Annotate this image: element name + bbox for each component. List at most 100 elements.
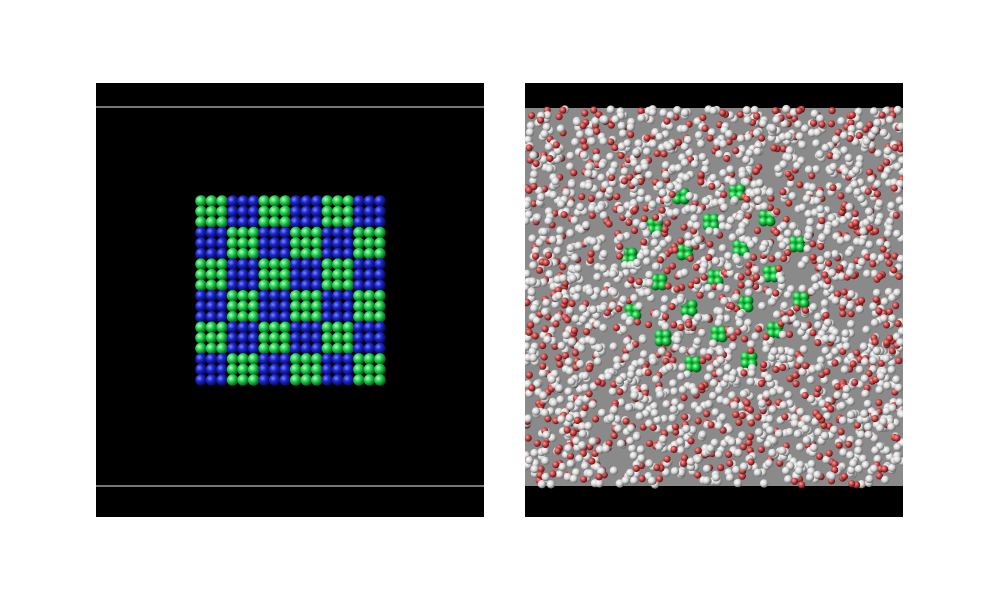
solvent-hydrogen <box>850 180 859 189</box>
solvent-hydrogen <box>846 451 855 460</box>
solvent-hydrogen <box>709 173 718 183</box>
solvent-hydrogen <box>659 239 668 248</box>
exposed-atom <box>631 310 642 321</box>
lattice-atoms <box>195 195 386 386</box>
solvent-hydrogen <box>799 345 809 354</box>
solvent-oxygen <box>679 459 687 467</box>
solvent-hydrogen <box>790 419 800 428</box>
solvent-hydrogen <box>693 313 703 322</box>
lattice-render <box>96 106 484 487</box>
atom-green <box>363 247 376 260</box>
atom-blue <box>311 205 323 218</box>
solvent-hydrogen <box>754 196 763 205</box>
atom-green <box>226 300 239 313</box>
atom-blue <box>300 321 313 334</box>
solvent-oxygen <box>703 410 711 418</box>
solvent-hydrogen <box>716 347 725 357</box>
solvent-hydrogen <box>632 148 641 157</box>
solvent-hydrogen <box>680 142 690 151</box>
solvent-hydrogen <box>581 371 590 381</box>
solvent-hydrogen <box>525 333 533 343</box>
solvent-oxygen <box>755 325 763 333</box>
solvent-hydrogen <box>845 186 854 195</box>
solvent-oxygen <box>895 357 903 365</box>
solvent-hydrogen <box>816 222 825 232</box>
solvent-oxygen <box>710 283 718 291</box>
solvent-hydrogen <box>609 466 619 475</box>
solvent-hydrogen <box>567 337 577 347</box>
solvent-hydrogen <box>779 221 788 230</box>
solvent-hydrogen <box>724 222 733 231</box>
solvent-hydrogen <box>803 415 812 424</box>
atom-green <box>216 342 228 355</box>
solvent-hydrogen <box>831 135 841 144</box>
atom-green <box>300 237 313 249</box>
exposed-atom <box>735 183 746 194</box>
solvent-hydrogen <box>698 266 707 275</box>
atom-blue <box>258 300 270 313</box>
solvent-hydrogen <box>549 190 558 200</box>
solvent-oxygen <box>741 335 749 343</box>
solvent-hydrogen <box>840 146 849 155</box>
solvent-hydrogen <box>736 309 745 319</box>
solvent-oxygen <box>697 178 705 186</box>
solvent-oxygen <box>694 447 702 455</box>
solvent-oxygen <box>792 380 800 388</box>
solvent-hydrogen <box>613 362 622 371</box>
solvent-hydrogen <box>871 446 880 455</box>
solvent-hydrogen <box>875 199 884 208</box>
solvent-hydrogen <box>724 262 733 271</box>
solvent-hydrogen <box>823 412 832 421</box>
solvent-hydrogen <box>893 229 902 239</box>
solvent-hydrogen <box>586 128 595 138</box>
solvent-hydrogen <box>584 169 593 178</box>
solvent-oxygen <box>744 268 752 277</box>
atom-blue <box>268 374 281 386</box>
solvent-hydrogen <box>528 347 537 356</box>
atom-blue <box>247 279 260 292</box>
atom-green <box>289 311 302 323</box>
solvent-hydrogen <box>880 297 889 306</box>
solvent-hydrogen <box>820 299 830 308</box>
solvent-oxygen <box>699 357 707 365</box>
solvent-hydrogen <box>840 131 849 140</box>
solvent-hydrogen <box>860 357 870 367</box>
solvent-hydrogen <box>599 264 608 273</box>
solvent-hydrogen <box>734 448 743 458</box>
solvent-hydrogen <box>849 459 858 468</box>
solvent-oxygen <box>697 171 705 179</box>
atom-blue <box>300 216 313 228</box>
solvent-oxygen <box>827 405 835 413</box>
solvent-hydrogen <box>538 369 548 378</box>
solvent-hydrogen <box>716 283 725 292</box>
solvent-hydrogen <box>728 178 738 187</box>
solvent-hydrogen <box>645 270 654 280</box>
solvent-oxygen <box>555 113 563 121</box>
solvent-hydrogen <box>846 320 856 329</box>
atom-green <box>226 247 239 260</box>
solvent-hydrogen <box>815 150 825 159</box>
solvent-hydrogen <box>567 377 576 386</box>
solvent-hydrogen <box>656 390 665 399</box>
solvent-hydrogen <box>689 204 698 214</box>
solvent-hydrogen <box>768 124 777 133</box>
atom-blue <box>279 289 292 302</box>
solvent-hydrogen <box>862 137 871 146</box>
solvent-hydrogen <box>769 387 778 397</box>
solvent-hydrogen <box>895 398 903 407</box>
atom-green <box>300 353 313 365</box>
solvent-oxygen <box>668 190 676 198</box>
atom-blue <box>289 321 302 334</box>
solvent-oxygen <box>791 371 800 380</box>
atom-green <box>226 237 239 249</box>
atom-green <box>332 342 344 355</box>
atom-blue <box>374 195 386 207</box>
solvent-hydrogen <box>894 383 903 392</box>
solvent-oxygen <box>546 154 554 163</box>
solvent-oxygen <box>664 282 672 290</box>
solvent-hydrogen <box>525 342 531 351</box>
solvent-hydrogen <box>546 480 556 489</box>
solvent-hydrogen <box>768 297 777 306</box>
solvent-oxygen <box>808 172 816 180</box>
solvent-oxygen <box>864 187 872 196</box>
